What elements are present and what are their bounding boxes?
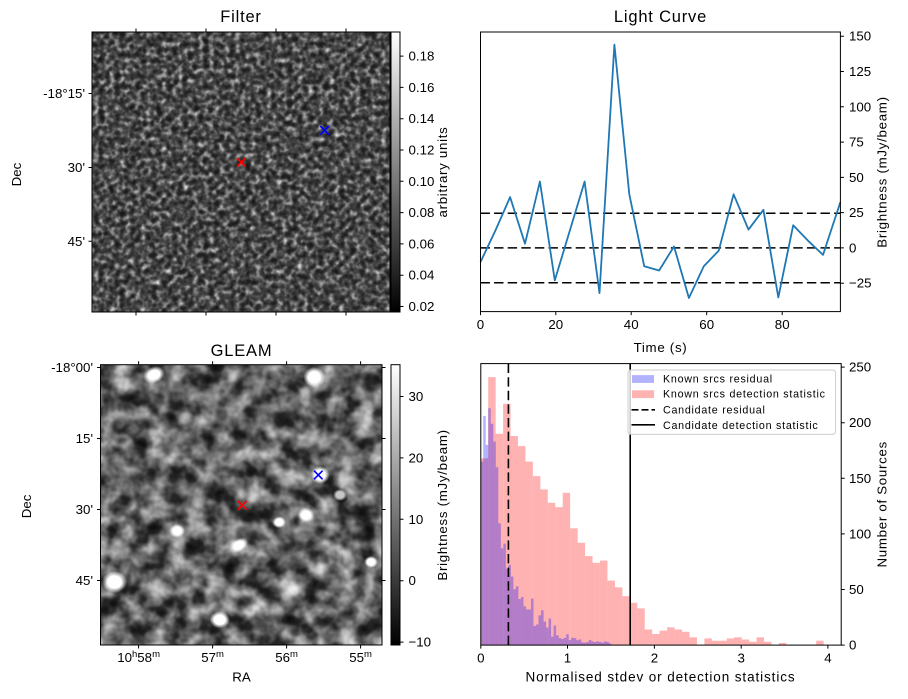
- svg-text:57m: 57m: [201, 649, 224, 665]
- svg-text:−10: −10: [409, 635, 432, 650]
- svg-text:0.06: 0.06: [409, 236, 435, 251]
- svg-text:45': 45': [76, 573, 93, 588]
- svg-text:Candidate detection statistic: Candidate detection statistic: [663, 420, 818, 432]
- svg-text:45': 45': [68, 234, 85, 249]
- svg-text:250: 250: [849, 360, 871, 375]
- svg-text:−25: −25: [849, 276, 872, 291]
- svg-text:1: 1: [564, 651, 571, 666]
- svg-text:150: 150: [849, 29, 871, 44]
- svg-text:0: 0: [477, 317, 484, 332]
- svg-text:60: 60: [699, 317, 714, 332]
- svg-text:2: 2: [651, 651, 658, 666]
- svg-text:55m: 55m: [349, 649, 372, 665]
- svg-text:200: 200: [849, 415, 871, 430]
- svg-text:80: 80: [775, 317, 790, 332]
- svg-text:0.04: 0.04: [409, 268, 435, 283]
- svg-text:3: 3: [737, 651, 744, 666]
- svg-text:arbitrary units: arbitrary units: [435, 126, 450, 217]
- svg-text:30': 30': [68, 160, 85, 175]
- svg-text:Brightness (mJy/beam): Brightness (mJy/beam): [875, 96, 890, 247]
- svg-text:30: 30: [409, 389, 424, 404]
- svg-text:125: 125: [849, 64, 871, 79]
- svg-text:0: 0: [409, 573, 416, 588]
- svg-text:Time (s): Time (s): [634, 340, 688, 355]
- svg-text:Normalised stdev or detection: Normalised stdev or detection statistics: [525, 670, 795, 685]
- svg-text:0: 0: [849, 240, 856, 255]
- svg-text:10: 10: [409, 512, 424, 527]
- svg-text:50: 50: [849, 170, 864, 185]
- svg-text:Dec: Dec: [19, 494, 34, 518]
- svg-text:20: 20: [409, 450, 424, 465]
- svg-text:30': 30': [76, 502, 93, 517]
- svg-text:0.16: 0.16: [409, 80, 435, 95]
- svg-text:100: 100: [849, 526, 871, 541]
- svg-text:15': 15': [76, 431, 93, 446]
- svg-text:Known srcs residual: Known srcs residual: [663, 373, 773, 385]
- svg-text:Candidate residual: Candidate residual: [663, 405, 766, 417]
- svg-text:Dec: Dec: [9, 162, 24, 186]
- svg-text:4: 4: [824, 651, 831, 666]
- svg-text:0.10: 0.10: [409, 174, 435, 189]
- svg-text:0.18: 0.18: [409, 49, 435, 64]
- svg-text:0: 0: [477, 651, 484, 666]
- svg-text:0.14: 0.14: [409, 111, 435, 126]
- svg-text:0.08: 0.08: [409, 205, 435, 220]
- svg-text:Brightness (mJy/beam): Brightness (mJy/beam): [435, 429, 450, 580]
- svg-text:0: 0: [849, 638, 856, 653]
- svg-text:25: 25: [849, 205, 864, 220]
- svg-text:20: 20: [548, 317, 563, 332]
- svg-text:-18°15': -18°15': [43, 86, 85, 101]
- svg-text:150: 150: [849, 471, 871, 486]
- svg-text:100: 100: [849, 99, 871, 114]
- svg-text:56m: 56m: [275, 649, 298, 665]
- svg-text:50: 50: [849, 582, 864, 597]
- svg-text:-18°00': -18°00': [51, 360, 93, 375]
- svg-text:Light Curve: Light Curve: [614, 8, 707, 26]
- svg-text:0.02: 0.02: [409, 299, 435, 314]
- svg-text:10h58m: 10h58m: [117, 649, 160, 665]
- svg-text:40: 40: [624, 317, 639, 332]
- svg-text:Known srcs detection statistic: Known srcs detection statistic: [663, 389, 826, 401]
- svg-text:Filter: Filter: [220, 8, 261, 26]
- svg-text:Number of Sources: Number of Sources: [875, 441, 890, 567]
- svg-text:GLEAM: GLEAM: [211, 342, 273, 360]
- svg-text:RA: RA: [232, 670, 251, 685]
- svg-text:0.12: 0.12: [409, 143, 435, 158]
- svg-text:75: 75: [849, 135, 864, 150]
